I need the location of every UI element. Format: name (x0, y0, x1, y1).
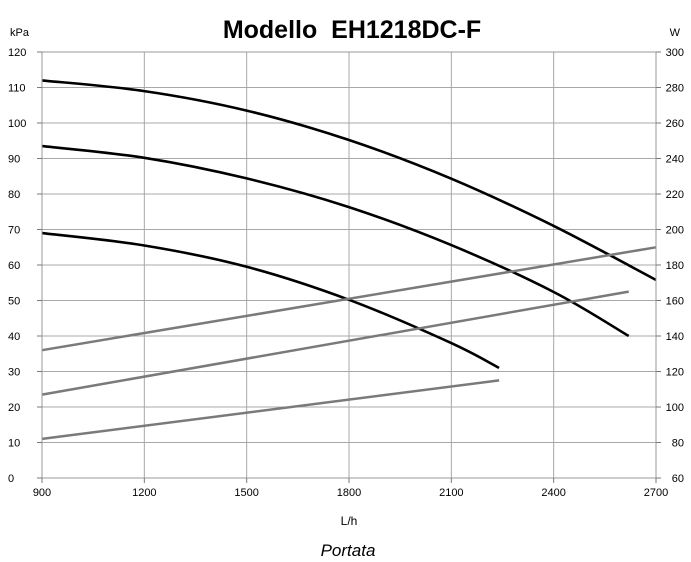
y-right-tick-label: 300 (666, 47, 684, 59)
y-left-tick-label: 120 (8, 47, 26, 59)
y-right-tick-label: 60 (672, 473, 684, 485)
y-left-tick-label: 40 (8, 331, 20, 343)
y-right-tick-label: 100 (666, 402, 684, 414)
y-right-tick-label: 180 (666, 260, 684, 272)
x-tick-label: 1200 (132, 487, 156, 499)
x-axis-label: L/h (341, 514, 358, 528)
y-left-tick-label: 80 (8, 189, 20, 201)
y-right-tick-label: 140 (666, 331, 684, 343)
y-left-tick-label: 10 (8, 438, 20, 450)
y-left-tick-label: 90 (8, 154, 20, 166)
y-left-tick-label: 50 (8, 296, 20, 308)
series-layer (41, 79, 657, 441)
power-curve-6 (41, 379, 500, 441)
y-right-tick-label: 240 (666, 154, 684, 166)
x-tick-label: 2700 (644, 487, 668, 499)
y-ticks-left: 0 10 20 30 40 50 60 70 80 90 100 110 120 (8, 47, 42, 485)
x-tick-label: 2400 (541, 487, 565, 499)
x-tick-label: 1800 (337, 487, 361, 499)
y-right-tick-label: 160 (666, 296, 684, 308)
y-right-tick-label: 200 (666, 225, 684, 237)
power-curve-5 (41, 290, 629, 396)
y-unit-left: kPa (10, 27, 30, 39)
y-left-tick-label: 100 (8, 118, 26, 130)
y-right-tick-label: 280 (666, 83, 684, 95)
grid (41, 51, 657, 479)
y-left-tick-label: 60 (8, 260, 20, 272)
x-ticks: 900 1200 1500 1800 2100 2400 2700 (33, 478, 668, 499)
y-right-tick-label: 80 (672, 438, 684, 450)
y-right-tick-label: 220 (666, 189, 684, 201)
y-right-tick-label: 260 (666, 118, 684, 130)
x-tick-label: 2100 (439, 487, 463, 499)
x-axis-sublabel: Portata (321, 541, 376, 560)
y-ticks-right: 60 80 100 120 140 160 180 200 220 240 260 280 300 (656, 47, 684, 485)
y-left-tick-label: 30 (8, 367, 20, 379)
y-left-tick-label: 70 (8, 225, 20, 237)
chart-title: Modello EH1218DC-F (223, 16, 481, 44)
y-left-tick-label: 110 (8, 83, 26, 95)
y-left-tick-label: 0 (8, 473, 14, 485)
y-unit-right: W (670, 27, 681, 39)
y-right-tick-label: 120 (666, 367, 684, 379)
x-tick-label: 1500 (234, 487, 258, 499)
pressure-curve-1 (41, 79, 657, 282)
power-curve-4 (41, 246, 657, 352)
y-left-tick-label: 20 (8, 402, 20, 414)
pressure-curve-3 (41, 231, 500, 370)
x-tick-label: 900 (33, 487, 51, 499)
pressure-curve-2 (41, 144, 630, 338)
